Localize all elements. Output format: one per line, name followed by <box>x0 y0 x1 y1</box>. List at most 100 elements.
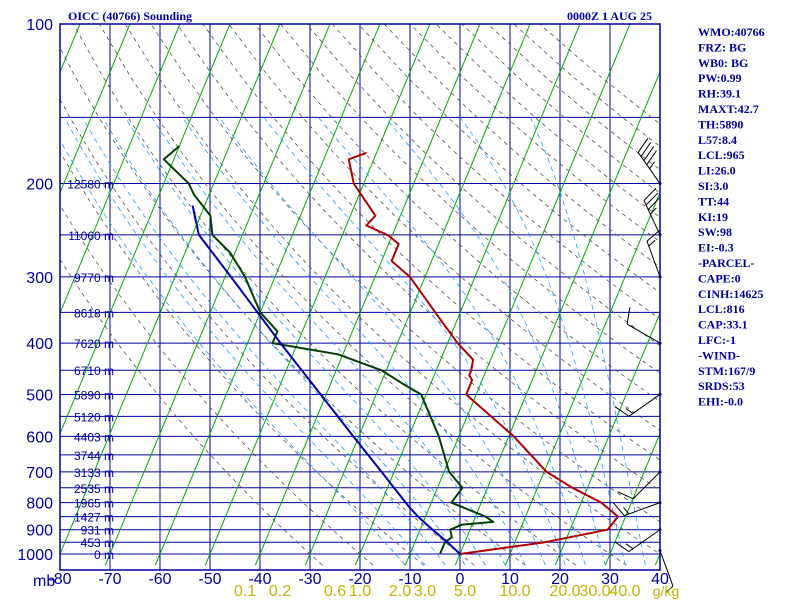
isotherm-line <box>104 24 331 566</box>
dry-adiabat-line <box>306 24 660 347</box>
wind-barb-flag <box>637 138 649 153</box>
moist-adiabat-line <box>182 117 526 566</box>
index-entry: SI:3.0 <box>698 179 728 193</box>
mixing-ratio-unit-label: g/kg <box>653 583 679 599</box>
index-entry: -WIND- <box>698 348 740 362</box>
height-label: 0 m <box>94 548 114 562</box>
height-label: 9770 m <box>74 271 114 285</box>
mixing-ratio-label: 5.0 <box>454 583 476 600</box>
index-entry: TT:44 <box>698 194 729 208</box>
pressure-tick-label: 500 <box>26 387 53 404</box>
wind-barb-staff <box>628 394 661 417</box>
height-label: 6710 m <box>74 364 114 378</box>
height-label: 12580 m <box>67 178 114 192</box>
wind-barb-flag <box>647 196 661 210</box>
index-entry: LFC:-1 <box>698 333 736 347</box>
temperature-tick-label: -20 <box>348 571 371 588</box>
height-label: 453 m <box>81 536 114 550</box>
isotherm-line <box>254 24 481 566</box>
moist-adiabat-lines <box>60 117 646 566</box>
isotherm-line <box>60 24 231 435</box>
moist-adiabat-line <box>530 117 646 566</box>
height-label: 4403 m <box>74 430 114 444</box>
wind-barb-staff <box>659 550 674 587</box>
dry-adiabat-line <box>332 24 660 320</box>
wind-barb-half-flag <box>649 161 655 170</box>
wind-barb-flag <box>645 192 659 206</box>
wind-barb-flag <box>612 502 625 516</box>
temperature-tick-label: 40 <box>651 571 669 588</box>
isotherm-line <box>354 24 581 566</box>
height-label: 5120 m <box>74 410 114 424</box>
isotherm-lines <box>0 12 660 566</box>
wind-barb-staff <box>643 200 661 236</box>
pressure-tick-labels: 1000 900 800 700 600 500 400 300 200 100 <box>17 17 53 564</box>
isotherm-line <box>0 12 35 565</box>
index-entry: LI:26.0 <box>698 164 736 178</box>
isotherm-line <box>60 24 131 194</box>
plot-frame <box>59 23 661 571</box>
dry-adiabat-lines <box>60 24 660 566</box>
dry-adiabat-line <box>98 24 627 566</box>
wind-barb-half-flag <box>666 585 674 593</box>
index-entry: LCL:965 <box>698 148 745 162</box>
index-entry: CAPE:0 <box>698 271 741 285</box>
temperature-tick-label: -10 <box>398 571 421 588</box>
isotherm-line <box>554 311 660 566</box>
skewt-plot-area <box>0 12 674 593</box>
isotherm-line <box>304 24 531 566</box>
mixing-ratio-label: 0.1 <box>234 583 256 600</box>
temperature-tick-label: 30 <box>601 571 619 588</box>
temperature-tick-label: -30 <box>298 571 321 588</box>
temperature-tick-label: 10 <box>501 571 519 588</box>
wind-barb-flag <box>626 307 631 325</box>
isotherm-line <box>60 24 281 556</box>
moist-adiabat-line <box>318 117 586 566</box>
station-title: OICC (40766) Sounding <box>68 9 192 23</box>
temperature-line <box>347 151 619 555</box>
moist-adiabat-line <box>263 117 566 566</box>
height-label: 3744 m <box>74 449 114 463</box>
height-label: 1965 m <box>74 497 114 511</box>
temperature-tick-labels: -80 -70 -60 -50 -40 -30 -20 -10 0 10 20 30 40 <box>48 571 669 588</box>
wind-barb-half-flag <box>623 507 630 515</box>
wind-barb-flag <box>643 187 657 201</box>
temperature-tick-label: -70 <box>98 571 121 588</box>
height-label: 11060 m <box>68 229 114 243</box>
isotherm-line <box>604 432 660 566</box>
isotherm-line <box>404 24 631 566</box>
dry-adiabat-line <box>60 98 475 566</box>
wind-barb-staff <box>628 529 661 552</box>
parcel-line <box>191 205 461 555</box>
mixing-ratio-label: 40.0 <box>609 583 640 600</box>
index-entry: STM:167/9 <box>698 364 755 378</box>
index-entry: EI:-0.3 <box>698 241 734 255</box>
moist-adiabat-line <box>459 117 626 566</box>
moist-adiabat-line <box>151 117 506 566</box>
dry-adiabat-line <box>60 151 425 566</box>
mixing-ratio-label: 1.0 <box>349 583 371 600</box>
index-entry: CAP:33.1 <box>698 318 748 332</box>
wind-barb <box>617 470 662 500</box>
height-label: 931 m <box>81 524 114 538</box>
moist-adiabat-line <box>102 117 466 566</box>
temperature-tick-label: 20 <box>551 571 569 588</box>
moist-adiabat-line <box>125 117 486 566</box>
pressure-tick-label: 1000 <box>17 547 53 564</box>
mixing-ratio-label: 20.0 <box>549 583 580 600</box>
height-label: 5890 m <box>74 388 114 402</box>
index-entry: MAXT:42.7 <box>698 102 759 116</box>
wind-barb-flag <box>617 491 634 500</box>
wind-barb-flag <box>614 406 630 417</box>
mixing-ratio-label: 30.0 <box>579 583 610 600</box>
wind-barb-flag <box>643 146 655 161</box>
moist-adiabat-line <box>60 139 406 566</box>
index-entry: SRDS:53 <box>698 379 745 393</box>
pressure-unit-label: mb <box>33 573 55 590</box>
isotherm-line <box>154 24 381 566</box>
dry-adiabat-line <box>60 258 323 566</box>
wind-barb-half-flag <box>649 207 657 215</box>
mixing-ratio-label: 0.2 <box>269 583 291 600</box>
